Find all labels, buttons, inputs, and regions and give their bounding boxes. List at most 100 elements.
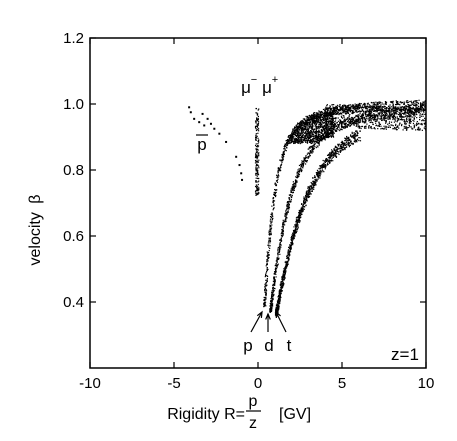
t-band-point: [335, 156, 337, 158]
d-band-point: [286, 205, 288, 207]
t-band-point: [307, 192, 309, 195]
p-core-point: [294, 133, 296, 135]
d-band-point: [277, 253, 279, 255]
d-band-point: [280, 233, 282, 235]
high-rigidity-point: [416, 107, 418, 109]
d-band-point: [284, 215, 286, 217]
p-band-point: [265, 292, 267, 294]
p-band-point: [277, 174, 279, 176]
t-band-point: [347, 144, 349, 146]
p-core-point: [325, 128, 327, 130]
d-band-point: [341, 126, 343, 128]
d-band-point: [388, 112, 391, 115]
p-band-point: [364, 104, 366, 106]
p-core-point: [309, 136, 312, 139]
p-core-point: [292, 137, 294, 139]
high-rigidity-point: [370, 121, 373, 123]
t-band-point: [332, 151, 334, 153]
high-rigidity-point: [326, 124, 328, 126]
d-band-point: [298, 168, 300, 170]
p-band-point: [264, 290, 266, 292]
t-band-point: [329, 158, 331, 160]
p-band-point: [357, 104, 359, 107]
t-band-point: [286, 255, 288, 258]
d-band-point: [308, 148, 310, 150]
d-band-point: [419, 106, 421, 108]
high-rigidity-point: [400, 116, 402, 118]
p-band-point: [324, 109, 326, 111]
p-core-point: [327, 124, 329, 126]
p-band-point: [390, 106, 392, 108]
p-band-point: [349, 106, 351, 109]
t-band-point: [276, 308, 278, 310]
p-band-point: [370, 101, 372, 104]
high-rigidity-point: [381, 117, 383, 119]
p-core-point: [315, 129, 318, 131]
p-core-point: [331, 116, 333, 118]
p-band-point: [413, 100, 415, 102]
high-rigidity-point: [369, 111, 371, 113]
p-core-point: [302, 127, 304, 129]
high-rigidity-point: [324, 108, 326, 110]
p-band-point: [279, 169, 281, 171]
p-band-point: [286, 139, 288, 142]
high-rigidity-point: [400, 113, 402, 115]
d-band-point: [311, 152, 313, 154]
p-band-point: [265, 295, 267, 297]
d-band-point: [281, 231, 283, 233]
p-band-point: [265, 289, 267, 291]
t-band-point: [284, 261, 286, 263]
p-core-point: [304, 122, 306, 124]
p-core-point: [322, 119, 324, 121]
high-rigidity-point: [352, 122, 355, 124]
high-rigidity-point: [417, 109, 420, 112]
p-band-point: [296, 125, 298, 127]
d-band-point: [280, 240, 283, 242]
p-band-point: [376, 103, 379, 105]
p-band-point: [269, 245, 271, 247]
high-rigidity-point: [380, 109, 383, 111]
t-band-point: [282, 273, 284, 275]
high-rigidity-point: [370, 105, 372, 107]
d-band-point: [352, 118, 355, 120]
high-rigidity-point: [400, 109, 402, 111]
p-core-point: [320, 136, 322, 139]
p-core-point: [323, 131, 326, 134]
p-band-point: [350, 105, 352, 107]
p-core-point: [326, 125, 328, 128]
high-rigidity-point: [388, 118, 390, 120]
high-rigidity-point: [335, 107, 337, 109]
p-core-point: [307, 127, 309, 129]
muon-point: [254, 173, 257, 175]
d-band-point: [294, 186, 296, 188]
d-band-point: [270, 300, 272, 302]
d-band-point: [320, 137, 322, 139]
high-rigidity-point: [407, 112, 409, 114]
p-band-point: [346, 106, 348, 108]
d-band-point: [361, 121, 364, 123]
d-band-point: [272, 291, 275, 293]
t-band-point: [326, 163, 328, 165]
p-core-point: [311, 118, 313, 120]
high-rigidity-point: [371, 106, 373, 108]
p-band-point: [266, 258, 268, 261]
high-rigidity-point: [409, 119, 412, 121]
high-rigidity-point: [417, 128, 419, 130]
p-core-point: [309, 132, 311, 134]
t-band-point: [295, 231, 297, 233]
t-band-point: [301, 209, 303, 212]
p-core-point: [306, 128, 308, 131]
p-band-point: [396, 110, 399, 112]
high-rigidity-point: [343, 123, 346, 125]
d-band-point: [346, 121, 349, 123]
d-band-point: [279, 242, 281, 244]
t-band-point: [280, 282, 282, 284]
t-band-point: [348, 139, 350, 141]
high-rigidity-point: [409, 126, 411, 128]
d-band-point: [311, 146, 313, 149]
d-band-point: [336, 128, 339, 130]
p-band-point: [345, 105, 347, 107]
d-band-point: [270, 297, 272, 300]
p-core-point: [322, 137, 324, 139]
d-band-point: [379, 111, 381, 113]
